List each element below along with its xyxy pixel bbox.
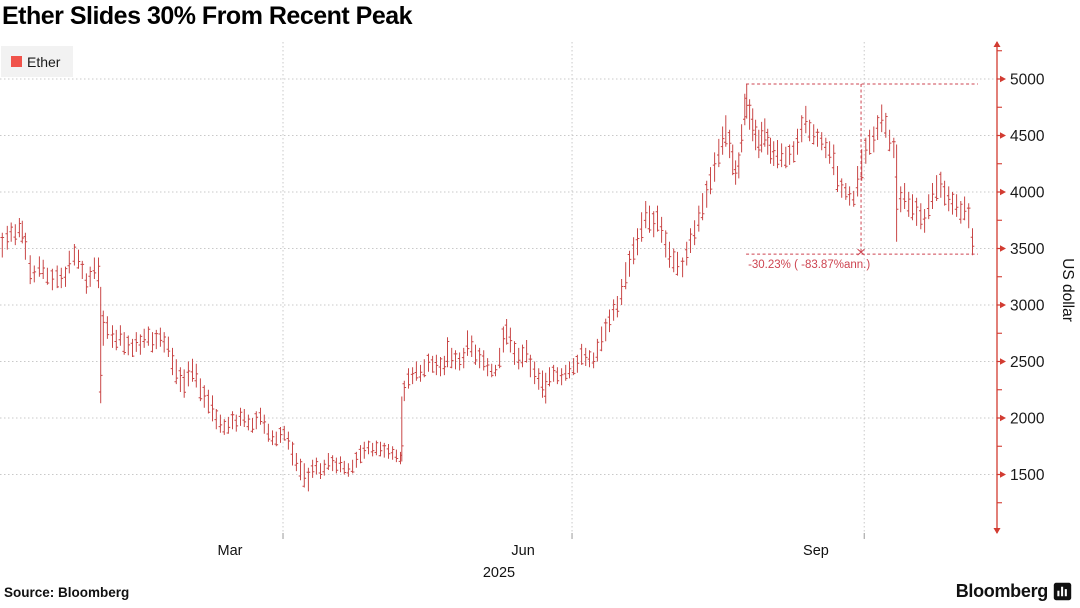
y-tick-label: 2000 (1010, 411, 1045, 428)
y-tick-label: 4000 (1010, 185, 1045, 202)
x-month-label: Mar (217, 543, 242, 559)
y-tick-label: 5000 (1010, 72, 1045, 89)
y-tick-label: 3500 (1010, 241, 1045, 258)
bloomberg-wordmark: Bloomberg (955, 581, 1049, 601)
y-tick-label: 2500 (1010, 354, 1045, 371)
x-year-label: 2025 (483, 565, 515, 581)
x-axis-labels: Mar Jun Sep 2025 (217, 533, 865, 581)
footer: Source: Bloomberg Bloomberg (0, 578, 1080, 608)
drawdown-annotation (746, 83, 978, 256)
y-tick-label: 3000 (1010, 298, 1045, 315)
y-tick-label: 1500 (1010, 467, 1045, 484)
ohlc-bars (0, 84, 975, 492)
gridlines (0, 42, 997, 533)
y-axis-title: US dollar (1059, 258, 1076, 322)
bloomberg-terminal-icon (1053, 582, 1072, 601)
bloomberg-brand: Bloomberg (956, 581, 1072, 602)
y-axis: 5000 4500 4000 3500 3000 2500 2000 1500 (993, 41, 1045, 534)
legend: Ether (1, 46, 73, 77)
x-month-label: Jun (511, 543, 534, 559)
x-month-label: Sep (803, 543, 829, 559)
legend-swatch-icon (11, 56, 22, 67)
chart-title: Ether Slides 30% From Recent Peak (2, 2, 413, 30)
drawdown-annotation-label: -30.23% ( -83.87%ann.) (748, 259, 870, 271)
y-tick-label: 4500 (1010, 128, 1045, 145)
legend-series-label: Ether (27, 53, 61, 70)
source-credit: Source: Bloomberg (4, 585, 130, 600)
